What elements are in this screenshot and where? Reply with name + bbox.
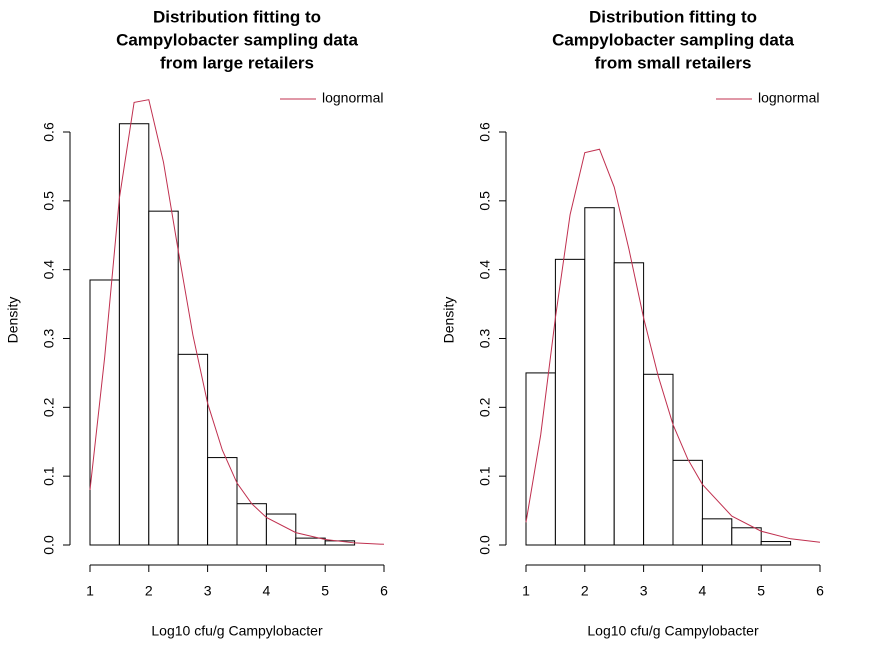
x-tick-label: 5 — [757, 583, 765, 599]
bar — [148, 210, 179, 546]
y-tick-label: 0.1 — [477, 466, 493, 486]
y-tick-label: 0.5 — [477, 191, 493, 211]
y-tick-label: 0.1 — [41, 466, 57, 486]
chart-title: Distribution fitting to — [153, 7, 321, 26]
chart-title: Distribution fitting to — [589, 7, 757, 26]
bar — [554, 258, 586, 546]
bar — [177, 353, 209, 546]
chart-title: Campylobacter sampling data — [552, 30, 794, 49]
chart-title: from large retailers — [160, 53, 314, 72]
y-axis-label: Density — [441, 297, 457, 344]
x-tick-label: 2 — [145, 583, 153, 599]
legend-label: lognormal — [758, 90, 819, 106]
y-tick-label: 0.0 — [477, 535, 493, 555]
x-tick-label: 1 — [86, 583, 94, 599]
x-tick-label: 6 — [380, 583, 388, 599]
bar — [701, 518, 733, 546]
bar — [760, 541, 792, 546]
y-tick-label: 0.2 — [477, 397, 493, 417]
bar — [295, 537, 326, 546]
x-tick-label: 3 — [640, 583, 648, 599]
x-tick-label: 5 — [321, 583, 329, 599]
bar — [731, 527, 762, 546]
bar — [236, 503, 267, 546]
y-tick-label: 0.2 — [41, 397, 57, 417]
y-axis-label: Density — [5, 297, 21, 344]
x-axis-label: Log10 cfu/g Campylobacter — [587, 623, 759, 639]
bar — [672, 459, 703, 546]
bar — [525, 372, 556, 546]
y-tick-label: 0.5 — [41, 191, 57, 211]
legend-label: lognormal — [322, 90, 383, 106]
y-tick-label: 0.4 — [41, 260, 57, 280]
chart-title: Campylobacter sampling data — [116, 30, 358, 49]
x-tick-label: 4 — [263, 583, 271, 599]
chart: Distribution fitting to Campylobacter sam… — [441, 7, 824, 638]
bar — [643, 373, 674, 546]
fit-curve — [525, 148, 821, 543]
x-tick-label: 2 — [581, 583, 589, 599]
y-tick-label: 0.3 — [41, 329, 57, 349]
x-tick-label: 1 — [522, 583, 530, 599]
bar — [613, 262, 645, 546]
fit-curve — [89, 99, 385, 545]
y-tick-label: 0.0 — [41, 535, 57, 555]
bar — [584, 207, 615, 546]
chart: Distribution fitting to Campylobacter sam… — [5, 7, 388, 638]
bar — [265, 513, 297, 546]
y-tick-label: 0.6 — [477, 122, 493, 142]
bar — [89, 279, 120, 546]
bar — [207, 457, 238, 546]
x-tick-label: 3 — [204, 583, 212, 599]
chart-title: from small retailers — [595, 53, 752, 72]
x-tick-label: 4 — [699, 583, 707, 599]
x-axis-label: Log10 cfu/g Campylobacter — [151, 623, 323, 639]
y-tick-label: 0.3 — [477, 329, 493, 349]
x-tick-label: 6 — [816, 583, 824, 599]
y-tick-label: 0.6 — [41, 122, 57, 142]
y-tick-label: 0.4 — [477, 260, 493, 280]
bar — [118, 123, 150, 546]
